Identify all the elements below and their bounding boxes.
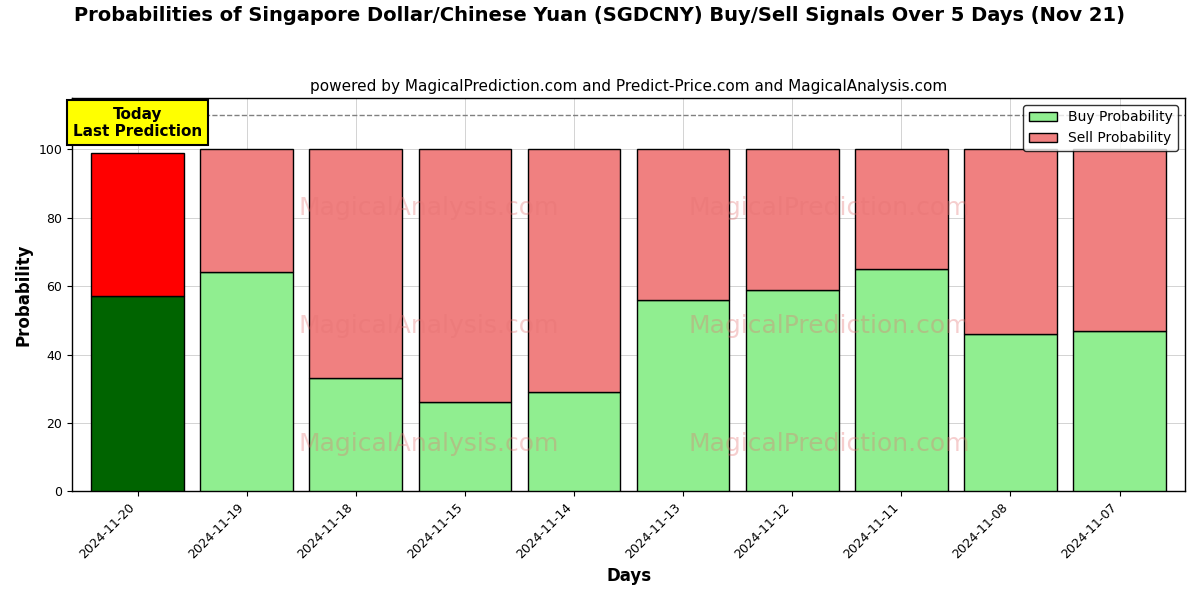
Title: powered by MagicalPrediction.com and Predict-Price.com and MagicalAnalysis.com: powered by MagicalPrediction.com and Pre… bbox=[310, 79, 947, 94]
Legend: Buy Probability, Sell Probability: Buy Probability, Sell Probability bbox=[1024, 105, 1178, 151]
Bar bbox=[419, 149, 511, 403]
Bar bbox=[419, 403, 511, 491]
Bar bbox=[637, 300, 730, 491]
Text: Probabilities of Singapore Dollar/Chinese Yuan (SGDCNY) Buy/Sell Signals Over 5 : Probabilities of Singapore Dollar/Chines… bbox=[74, 6, 1126, 25]
Text: MagicalAnalysis.com: MagicalAnalysis.com bbox=[298, 196, 558, 220]
Text: MagicalAnalysis.com: MagicalAnalysis.com bbox=[298, 314, 558, 338]
Bar bbox=[528, 392, 620, 491]
Bar bbox=[854, 269, 948, 491]
Text: Today
Last Prediction: Today Last Prediction bbox=[73, 107, 203, 139]
Bar bbox=[964, 334, 1057, 491]
Bar bbox=[200, 149, 293, 272]
Bar bbox=[964, 149, 1057, 334]
Bar bbox=[91, 152, 184, 296]
Bar bbox=[637, 149, 730, 300]
Text: MagicalPrediction.com: MagicalPrediction.com bbox=[688, 314, 970, 338]
Text: MagicalPrediction.com: MagicalPrediction.com bbox=[688, 196, 970, 220]
Y-axis label: Probability: Probability bbox=[16, 244, 34, 346]
Text: MagicalAnalysis.com: MagicalAnalysis.com bbox=[298, 432, 558, 456]
Bar bbox=[746, 149, 839, 290]
Bar bbox=[310, 379, 402, 491]
Bar bbox=[1073, 331, 1166, 491]
Bar bbox=[1073, 149, 1166, 331]
Text: MagicalPrediction.com: MagicalPrediction.com bbox=[688, 432, 970, 456]
Bar bbox=[528, 149, 620, 392]
Bar bbox=[854, 149, 948, 269]
Bar bbox=[310, 149, 402, 379]
Bar bbox=[91, 296, 184, 491]
Bar bbox=[746, 290, 839, 491]
Bar bbox=[200, 272, 293, 491]
X-axis label: Days: Days bbox=[606, 567, 652, 585]
